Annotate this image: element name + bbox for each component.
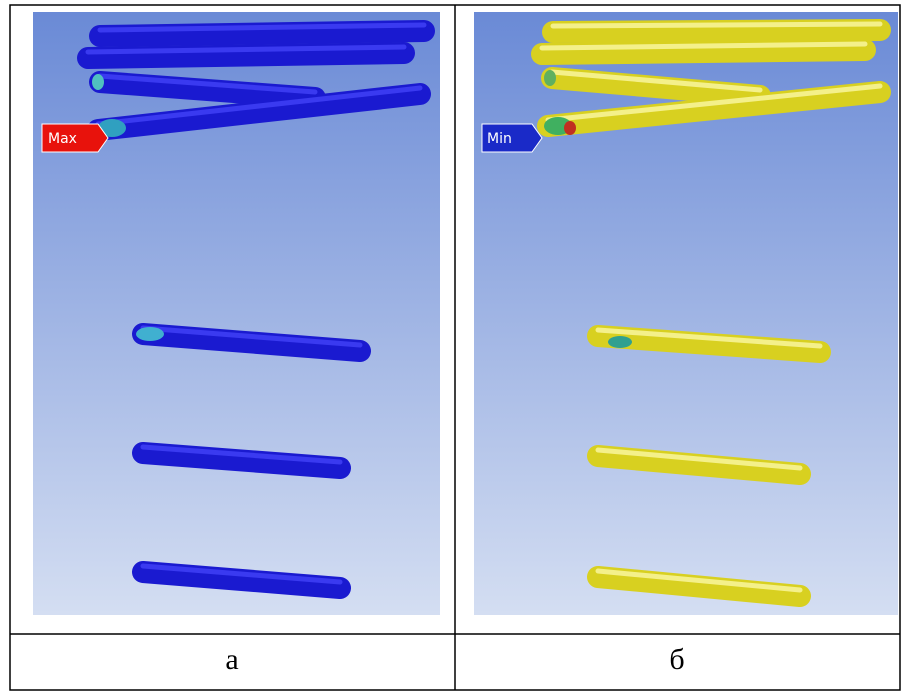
caption: а [225,643,238,676]
max-label: Max [48,131,77,147]
figure-table: Max Min а б [0,0,904,694]
min-label: Min [487,131,512,147]
caption: б [669,643,684,676]
